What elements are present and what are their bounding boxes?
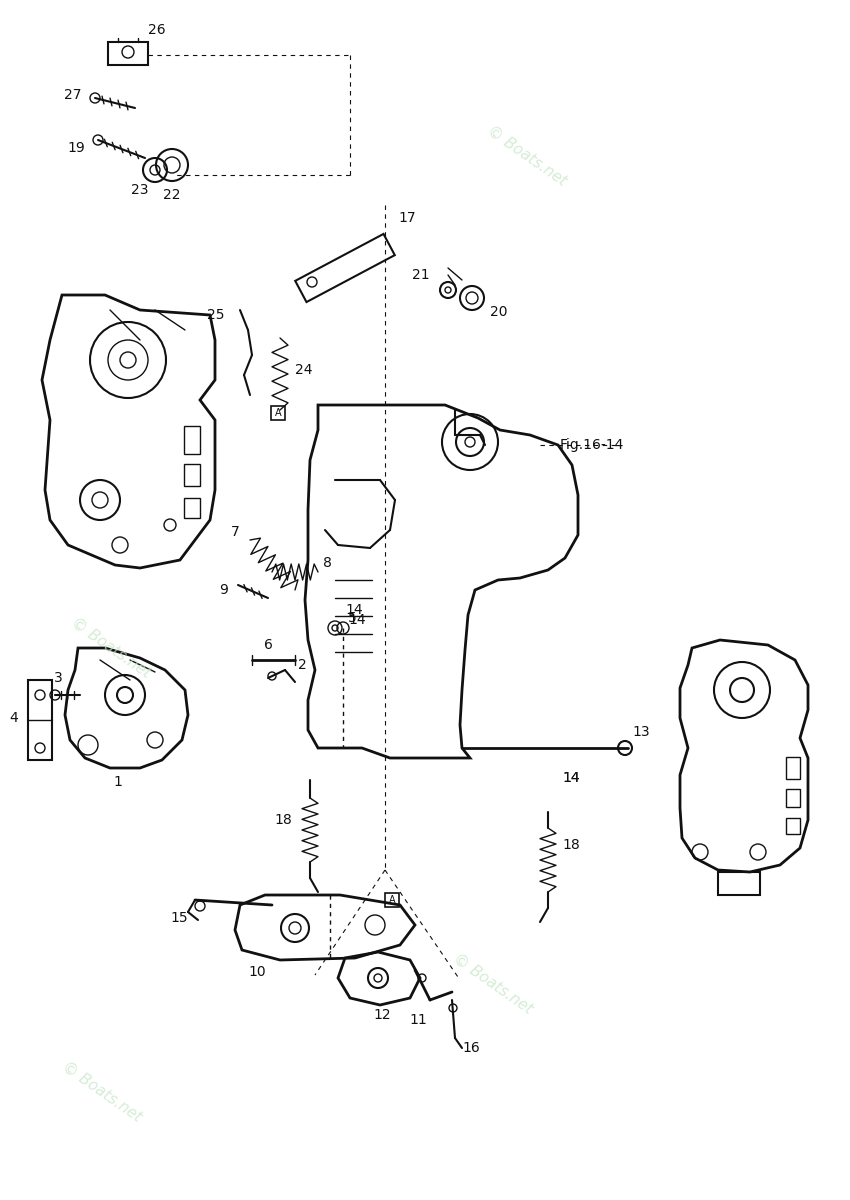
Text: A: A [275, 408, 281, 418]
Text: © Boats.net: © Boats.net [484, 124, 570, 188]
Text: 14: 14 [345, 602, 363, 617]
Bar [271, 406, 285, 420]
Text: Fig.16-14: Fig.16-14 [560, 438, 625, 452]
Text: 14: 14 [562, 770, 580, 785]
Bar [184, 498, 200, 518]
Text: 17: 17 [398, 211, 416, 226]
Text: 25: 25 [207, 308, 225, 322]
Text: 13: 13 [632, 725, 649, 739]
Text: 4: 4 [9, 710, 18, 725]
Text: 27: 27 [65, 88, 82, 102]
Text: 1: 1 [114, 775, 122, 790]
Text: A: A [388, 895, 395, 905]
Text: 9: 9 [219, 583, 228, 596]
Text: 18: 18 [275, 814, 292, 827]
Bar [786, 818, 800, 834]
Text: 3: 3 [54, 671, 62, 685]
Text: 11: 11 [409, 1013, 427, 1027]
Text: 18: 18 [562, 838, 580, 852]
Text: 19: 19 [67, 140, 85, 155]
Text: 8: 8 [323, 556, 332, 570]
Bar [184, 426, 200, 454]
Text: 15: 15 [170, 911, 188, 925]
Text: 2: 2 [298, 658, 307, 672]
Text: © Boats.net: © Boats.net [450, 952, 536, 1016]
Text: 22: 22 [163, 188, 181, 202]
Bar [786, 790, 800, 806]
Bar [385, 893, 399, 907]
Text: 5: 5 [348, 611, 357, 625]
Text: 24: 24 [295, 362, 313, 377]
Text: 20: 20 [490, 305, 507, 319]
Text: 16: 16 [462, 1040, 479, 1055]
Text: 14: 14 [562, 770, 580, 785]
Bar [295, 234, 394, 302]
Text: 12: 12 [373, 1008, 391, 1022]
Text: 10: 10 [248, 965, 265, 979]
Text: © Boats.net: © Boats.net [68, 616, 153, 680]
Text: © Boats.net: © Boats.net [60, 1060, 144, 1124]
Text: 7: 7 [231, 526, 240, 539]
Text: 21: 21 [412, 268, 430, 282]
Text: 14: 14 [348, 613, 366, 626]
Text: 23: 23 [131, 182, 149, 197]
Bar [786, 757, 800, 779]
Text: 26: 26 [148, 23, 166, 37]
Bar [184, 464, 200, 486]
Text: 6: 6 [264, 638, 273, 652]
